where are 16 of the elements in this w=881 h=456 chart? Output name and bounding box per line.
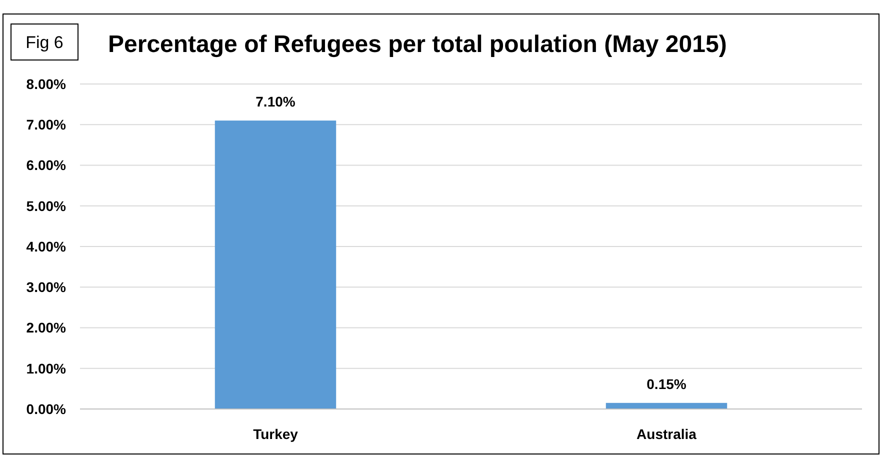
x-tick-label: Australia: [636, 426, 697, 442]
y-tick-label: 4.00%: [26, 238, 67, 254]
y-tick-label: 6.00%: [26, 157, 67, 174]
chart-title: Percentage of Refugees per total poulation (May 2015): [108, 31, 727, 58]
data-label: 7.10%: [256, 94, 296, 110]
y-tick-label: 2.00%: [26, 320, 67, 336]
y-tick-label: 1.00%: [26, 360, 67, 376]
y-tick-label: 0.00%: [26, 400, 67, 417]
y-tick-label: 3.00%: [26, 279, 67, 296]
y-tick-label: 5.00%: [26, 198, 67, 214]
y-tick-label: 7.00%: [26, 116, 67, 133]
data-label: 0.15%: [646, 376, 687, 392]
y-tick-label: 8.00%: [26, 76, 67, 92]
x-tick-label: Turkey: [253, 426, 298, 442]
figure-tag: Fig 6: [10, 24, 78, 60]
caption: Fig 6: [26, 33, 64, 52]
